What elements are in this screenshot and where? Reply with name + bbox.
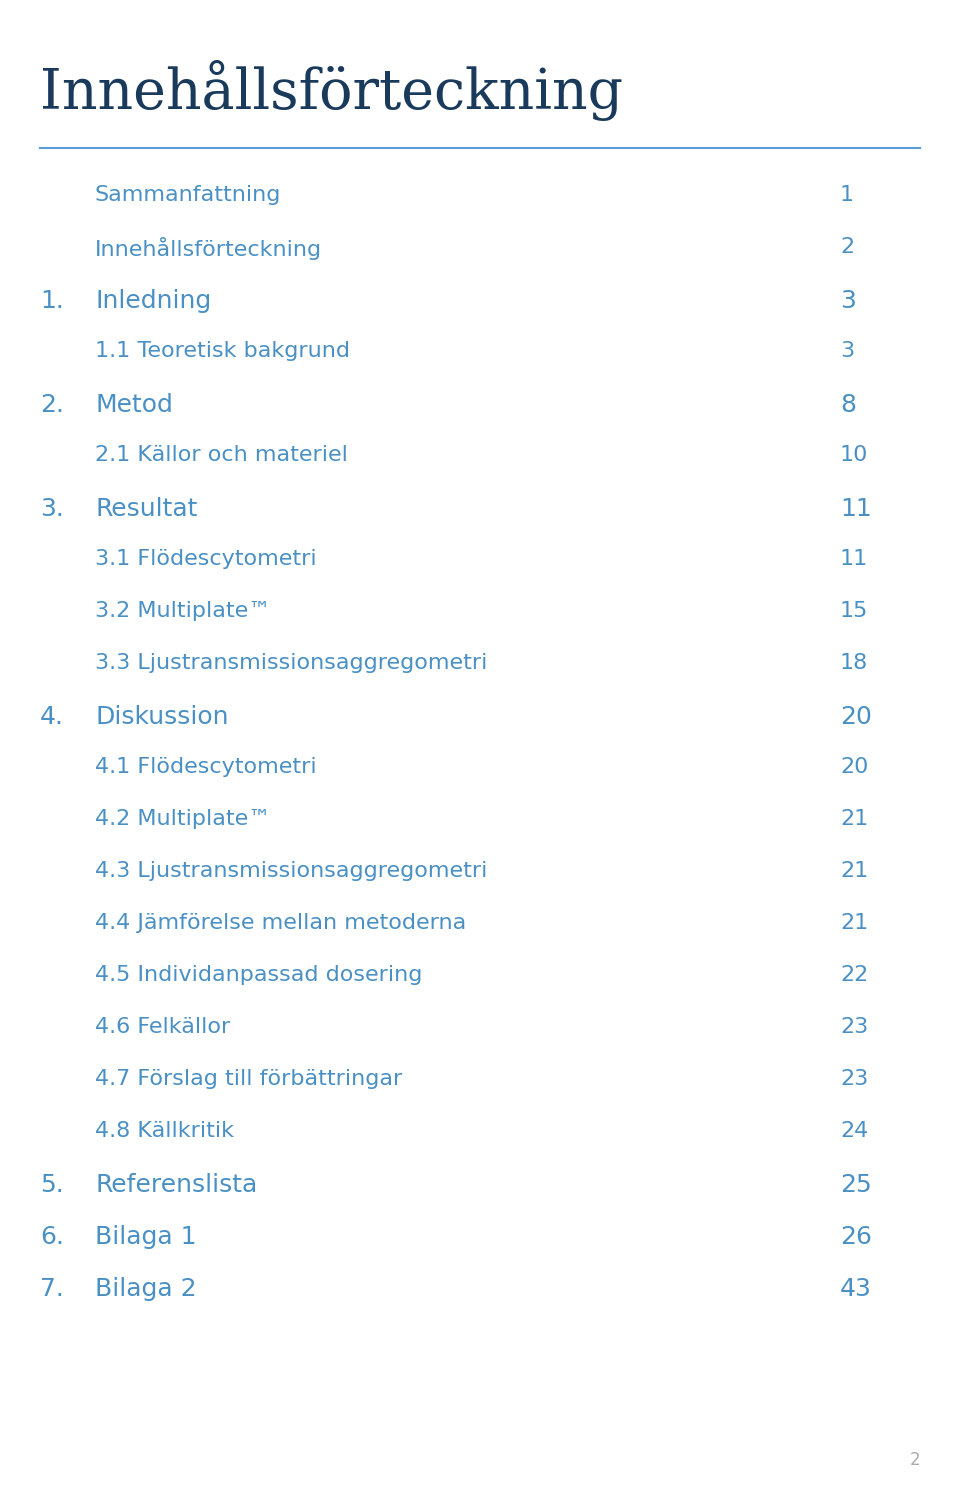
Text: 4.4 Jämförelse mellan metoderna: 4.4 Jämförelse mellan metoderna bbox=[95, 913, 467, 932]
Text: 3.1 Flödescytometri: 3.1 Flödescytometri bbox=[95, 549, 317, 570]
Text: 3.: 3. bbox=[40, 498, 64, 522]
Text: 4.3 Ljustransmissionsaggregometri: 4.3 Ljustransmissionsaggregometri bbox=[95, 860, 488, 881]
Text: 4.2 Multiplate™: 4.2 Multiplate™ bbox=[95, 809, 271, 829]
Text: 8: 8 bbox=[840, 393, 856, 417]
Text: 23: 23 bbox=[840, 1016, 868, 1037]
Text: 6.: 6. bbox=[40, 1225, 64, 1249]
Text: 2.1 Källor och materiel: 2.1 Källor och materiel bbox=[95, 445, 348, 465]
Text: Sammanfattning: Sammanfattning bbox=[95, 184, 281, 205]
Text: 4.: 4. bbox=[40, 705, 64, 729]
Text: 2.: 2. bbox=[40, 393, 64, 417]
Text: 20: 20 bbox=[840, 757, 869, 776]
Text: 23: 23 bbox=[840, 1069, 868, 1088]
Text: Bilaga 2: Bilaga 2 bbox=[95, 1277, 197, 1301]
Text: Diskussion: Diskussion bbox=[95, 705, 228, 729]
Text: 15: 15 bbox=[840, 601, 869, 621]
Text: 11: 11 bbox=[840, 549, 868, 570]
Text: 3.2 Multiplate™: 3.2 Multiplate™ bbox=[95, 601, 271, 621]
Text: 3.3 Ljustransmissionsaggregometri: 3.3 Ljustransmissionsaggregometri bbox=[95, 654, 488, 673]
Text: 3: 3 bbox=[840, 289, 856, 313]
Text: 7.: 7. bbox=[40, 1277, 64, 1301]
Text: Innehållsförteckning: Innehållsförteckning bbox=[95, 237, 323, 259]
Text: 4.8 Källkritik: 4.8 Källkritik bbox=[95, 1121, 234, 1141]
Text: 4.7 Förslag till förbättringar: 4.7 Förslag till förbättringar bbox=[95, 1069, 402, 1088]
Text: 1: 1 bbox=[840, 184, 854, 205]
Text: 25: 25 bbox=[840, 1174, 872, 1198]
Text: 5.: 5. bbox=[40, 1174, 63, 1198]
Text: 1.: 1. bbox=[40, 289, 64, 313]
Text: 24: 24 bbox=[840, 1121, 868, 1141]
Text: 4.1 Flödescytometri: 4.1 Flödescytometri bbox=[95, 757, 317, 776]
Text: Referenslista: Referenslista bbox=[95, 1174, 257, 1198]
Text: Inledning: Inledning bbox=[95, 289, 211, 313]
Text: 11: 11 bbox=[840, 498, 872, 522]
Text: Innehållsförteckning: Innehållsförteckning bbox=[40, 60, 623, 121]
Text: 3: 3 bbox=[840, 340, 854, 361]
Text: 21: 21 bbox=[840, 860, 868, 881]
Text: 22: 22 bbox=[840, 965, 868, 985]
Text: 10: 10 bbox=[840, 445, 869, 465]
Text: Bilaga 1: Bilaga 1 bbox=[95, 1225, 197, 1249]
Text: 2: 2 bbox=[840, 237, 854, 256]
Text: Resultat: Resultat bbox=[95, 498, 198, 522]
Text: 21: 21 bbox=[840, 913, 868, 932]
Text: Metod: Metod bbox=[95, 393, 173, 417]
Text: 2: 2 bbox=[909, 1451, 920, 1469]
Text: 20: 20 bbox=[840, 705, 872, 729]
Text: 21: 21 bbox=[840, 809, 868, 829]
Text: 1.1 Teoretisk bakgrund: 1.1 Teoretisk bakgrund bbox=[95, 340, 350, 361]
Text: 26: 26 bbox=[840, 1225, 872, 1249]
Text: 4.6 Felkällor: 4.6 Felkällor bbox=[95, 1016, 230, 1037]
Text: 43: 43 bbox=[840, 1277, 872, 1301]
Text: 18: 18 bbox=[840, 654, 868, 673]
Text: 4.5 Individanpassad dosering: 4.5 Individanpassad dosering bbox=[95, 965, 422, 985]
